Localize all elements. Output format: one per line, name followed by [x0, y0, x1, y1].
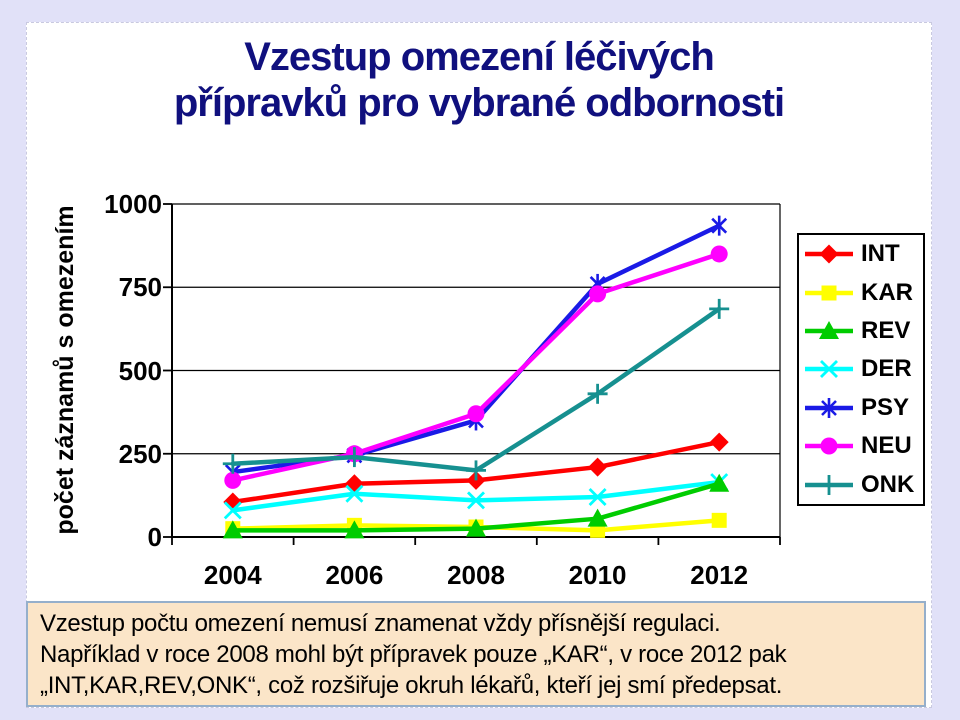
- y-axis-title: počet záznamů s omezením: [51, 205, 79, 535]
- slide-title-line1: Vzestup omezení léčivých: [244, 35, 715, 79]
- chart-legend: INT KAR REV DER PSY NEU ONK: [797, 233, 925, 506]
- legend-marker-square-icon: [805, 285, 853, 301]
- note-line-1: Vzestup počtu omezení nemusí znamenat vž…: [40, 610, 721, 637]
- legend-label: DER: [861, 355, 912, 383]
- series-marker-INT-2010: [588, 457, 608, 477]
- series-line-ONK: [230, 306, 722, 473]
- legend-marker-KAR: [821, 285, 837, 301]
- note-line-2: Například v roce 2008 mohl být přípravek…: [40, 641, 787, 668]
- legend-label: NEU: [861, 432, 912, 460]
- legend-marker-NEU: [820, 437, 838, 455]
- series-marker-INT-2012: [709, 432, 729, 452]
- legend-marker-diamond-icon: [805, 244, 853, 264]
- series-marker-REV-2010: [587, 508, 608, 527]
- legend-marker-triangle-icon: [805, 320, 853, 339]
- series-marker-REV-2012: [709, 473, 730, 492]
- slide-background: [26, 22, 932, 708]
- series-line-NEU: [230, 251, 722, 483]
- series-marker-REV-2006: [344, 520, 365, 539]
- series-marker-DER-2004: [223, 501, 242, 520]
- legend-item-INT: INT: [799, 235, 923, 273]
- series-line-PSY: [230, 223, 722, 475]
- slide-title: Vzestup omezení léčivých přípravků pro v…: [26, 34, 932, 126]
- legend-item-DER: DER: [799, 350, 923, 388]
- series-marker-DER-2010: [588, 488, 607, 507]
- y-tick-label-0: 0: [147, 522, 162, 552]
- y-tick-label-250: 250: [118, 438, 162, 469]
- legend-marker-INT: [819, 244, 839, 264]
- slide-title-line2: přípravků pro vybrané odbornosti: [173, 81, 785, 125]
- y-tick-label-750: 750: [118, 272, 162, 303]
- series-marker-PSY-2012: [711, 217, 728, 234]
- legend-label: ONK: [861, 470, 915, 498]
- legend-label: KAR: [861, 278, 913, 306]
- y-tick-label-500: 500: [118, 355, 162, 386]
- series-marker-KAR-2012: [711, 512, 727, 528]
- series-marker-NEU-2010: [589, 285, 607, 303]
- series-marker-NEU-2004: [224, 471, 242, 489]
- legend-label: INT: [861, 240, 900, 268]
- legend-marker-DER: [820, 360, 838, 379]
- legend-marker-circle-icon: [805, 437, 853, 455]
- legend-marker-asterisk-icon: [805, 397, 853, 418]
- series-marker-DER-2006: [345, 484, 364, 503]
- legend-item-ONK: ONK: [799, 465, 923, 503]
- y-tick-label-1000: 1000: [104, 189, 162, 219]
- legend-label: PSY: [861, 393, 910, 421]
- legend-marker-REV: [819, 320, 839, 339]
- series-marker-REV-2004: [222, 520, 243, 539]
- legend-item-REV: REV: [799, 312, 923, 350]
- note-line-3: „INT,KAR,REV,ONK“, což rozšiřuje okruh l…: [40, 672, 783, 699]
- x-tick-label-2004: 2004: [203, 560, 262, 590]
- legend-marker-plus-icon: [805, 474, 853, 495]
- series-marker-NEU-2008: [467, 405, 485, 423]
- legend-item-PSY: PSY: [799, 389, 923, 427]
- legend-label: REV: [861, 316, 911, 344]
- legend-item-KAR: KAR: [799, 273, 923, 311]
- series-marker-INT-2006: [344, 474, 364, 494]
- x-tick-label-2012: 2012: [690, 560, 749, 590]
- series-marker-REV-2008: [466, 518, 486, 537]
- x-tick-label-2006: 2006: [325, 560, 384, 590]
- series-marker-NEU-2012: [710, 245, 728, 263]
- legend-marker-PSY: [821, 399, 837, 416]
- x-tick-label-2008: 2008: [447, 560, 505, 590]
- legend-item-NEU: NEU: [799, 427, 923, 465]
- note-box: Vzestup počtu omezení nemusí znamenat vž…: [26, 601, 926, 707]
- x-tick-label-2010: 2010: [568, 560, 627, 590]
- series-marker-DER-2008: [467, 491, 485, 510]
- legend-marker-x-icon: [805, 360, 853, 379]
